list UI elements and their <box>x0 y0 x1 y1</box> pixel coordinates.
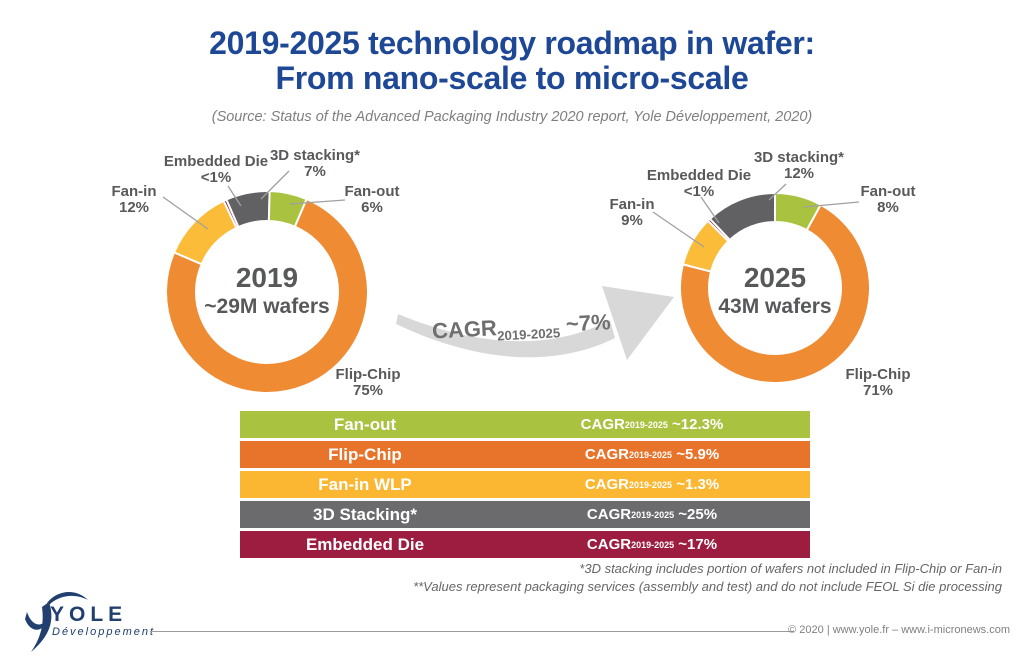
leader-line <box>803 201 860 208</box>
donut-2025-label-embedded-die: Embedded Die <1% <box>646 167 752 200</box>
table-row-label: Fan-out <box>333 414 397 434</box>
table-row-cagr: CAGR 2019-2025 ~1.3% <box>584 476 720 493</box>
donut-2019-label-fan-out: Fan-out 6% <box>344 183 400 216</box>
leader-line <box>289 199 346 205</box>
donut-2025-volume: 43M wafers <box>718 295 832 318</box>
donut-2019-label-flip-chip: Flip-Chip 75% <box>335 366 401 399</box>
table-row-flip-chip: Flip-Chip CAGR 2019-2025 ~5.9% <box>240 441 810 468</box>
table-row-label: Embedded Die <box>305 534 425 554</box>
leader-line <box>652 211 705 248</box>
donut-2025-label-fan-in: Fan-in 9% <box>609 196 655 229</box>
table-row-cagr: CAGR 2019-2025 ~5.9% <box>584 446 720 463</box>
table-row-label: 3D Stacking* <box>313 504 417 524</box>
leader-line <box>260 170 290 200</box>
growth-arrow-band <box>396 314 615 358</box>
donut-2019-volume: ~29M wafers <box>204 295 330 318</box>
donut-2025-center: 2025 43M wafers <box>705 262 845 320</box>
growth-arrow-head <box>602 286 674 360</box>
page-title-line1: 2019-2025 technology roadmap in wafer: <box>209 25 815 61</box>
donut-2025-label-3d-stacking: 3D stacking* 12% <box>753 149 845 182</box>
table-row-fan-in-wlp: Fan-in WLP CAGR 2019-2025 ~1.3% <box>240 471 810 498</box>
donut-2019 <box>165 190 369 394</box>
donut-2019-year: 2019 <box>235 262 299 293</box>
footer-divider <box>150 631 794 632</box>
table-row-embedded-die: Embedded Die CAGR 2019-2025 ~17% <box>240 531 810 558</box>
cagr-table: Fan-out CAGR 2019-2025 ~12.3% Flip-Chip C… <box>240 411 810 561</box>
table-row-3d-stacking: 3D Stacking* CAGR 2019-2025 ~25% <box>240 501 810 528</box>
copyright-text: © 2020 | www.yole.fr – www.i-micronews.c… <box>788 624 1010 636</box>
table-row-cagr: CAGR 2019-2025 ~17% <box>586 536 718 553</box>
donut-2019-label-embedded-die: Embedded Die <1% <box>163 153 269 186</box>
yole-logo: YOLE Développement <box>22 590 192 660</box>
donut-segment-fan-in <box>681 219 730 273</box>
donut-2025-label-flip-chip: Flip-Chip 71% <box>845 366 911 399</box>
donut-segment-flip-chip <box>679 203 871 384</box>
donut-segment-fan-in <box>172 199 238 266</box>
table-row-label: Flip-Chip <box>328 444 402 464</box>
leader-line <box>768 183 787 201</box>
leader-line <box>700 196 720 224</box>
donut-2019-label-3d-stacking: 3D stacking* 7% <box>269 147 361 180</box>
source-note: (Source: Status of the Advanced Packagin… <box>211 109 813 125</box>
donut-2019-label-fan-in: Fan-in 12% <box>111 183 157 216</box>
leader-line <box>227 185 242 207</box>
yole-logo-subtitle: Développement <box>52 626 156 638</box>
page-title-line2: From nano-scale to micro-scale <box>275 60 749 96</box>
donut-2019-center: 2019 ~29M wafers <box>197 262 337 320</box>
footnotes: *3D stacking includes portion of wafers … <box>413 560 1002 596</box>
table-row-cagr: CAGR 2019-2025 ~25% <box>586 506 718 523</box>
donut-2025 <box>679 191 871 384</box>
table-row-fan-out: Fan-out CAGR 2019-2025 ~12.3% <box>240 411 810 438</box>
yole-swoosh-icon <box>25 592 88 652</box>
donut-2025-year: 2025 <box>743 262 807 293</box>
donut-2025-label-fan-out: Fan-out 8% <box>860 183 916 216</box>
table-row-label: Fan-in WLP <box>318 474 412 494</box>
donut-segment-flip-chip <box>165 197 369 394</box>
footnote-2: **Values represent packaging services (a… <box>413 579 1002 594</box>
yole-logo-word: YOLE <box>50 603 128 626</box>
leader-line <box>162 196 209 230</box>
page-title: 2019-2025 technology roadmap in wafer: F… <box>0 26 1024 96</box>
footnote-1: *3D stacking includes portion of wafers … <box>579 561 1002 576</box>
table-row-cagr: CAGR 2019-2025 ~12.3% <box>580 416 724 433</box>
